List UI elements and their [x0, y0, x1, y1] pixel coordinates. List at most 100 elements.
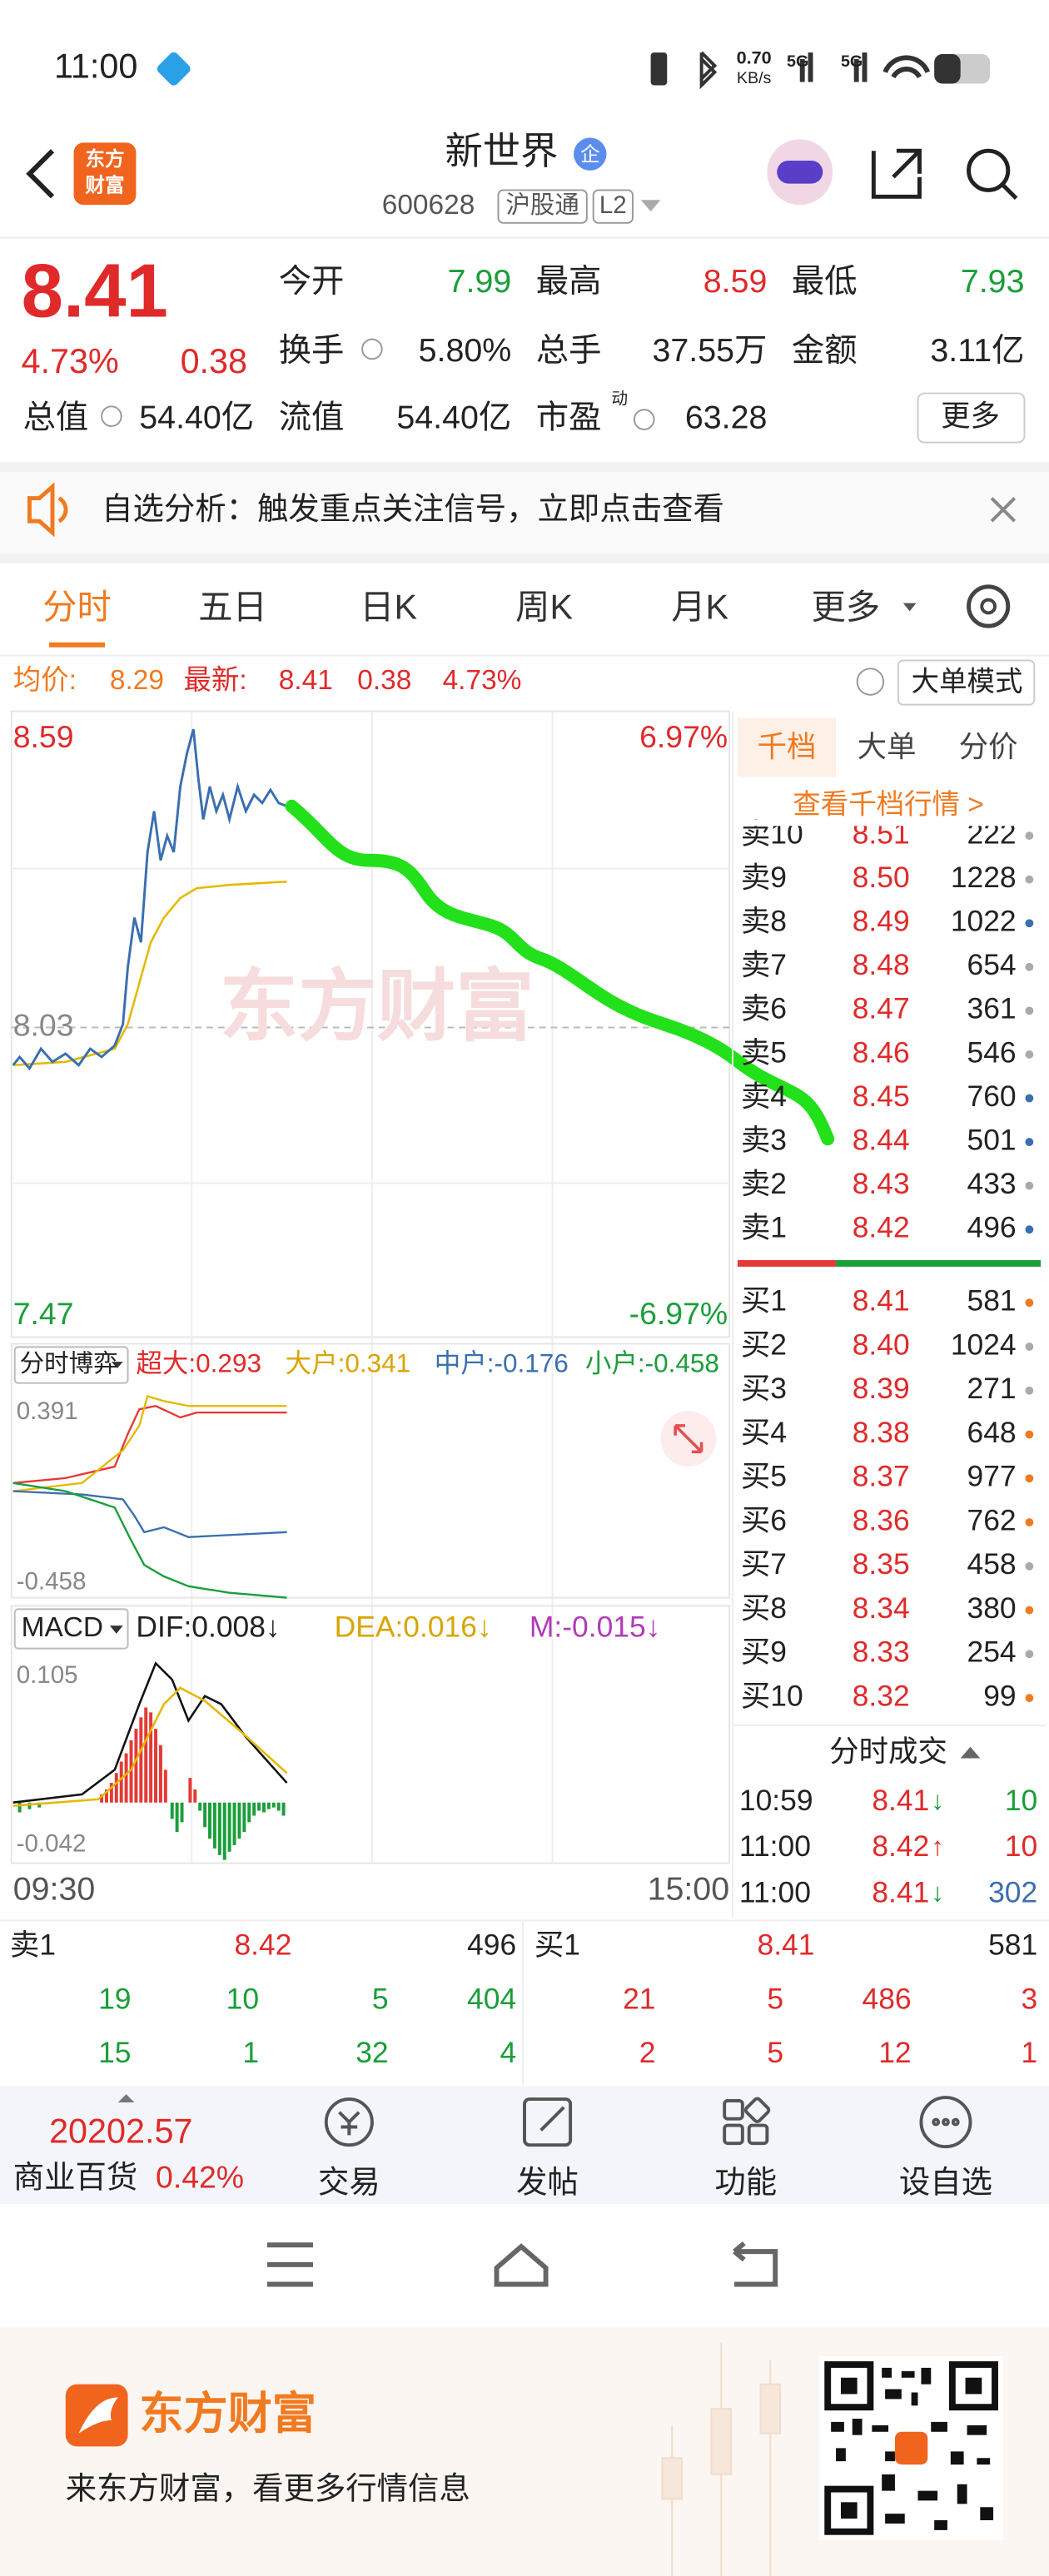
- book-dot: [1025, 1386, 1034, 1395]
- separator: [0, 553, 1049, 564]
- tab[interactable]: 周K: [515, 588, 573, 626]
- field-label: 最低: [792, 263, 858, 300]
- more-button[interactable]: [917, 392, 1026, 444]
- book-label: 买6: [741, 1503, 787, 1536]
- mode-button[interactable]: [897, 659, 1036, 706]
- axis-prev-close: 8.03: [13, 1007, 74, 1042]
- tab[interactable]: 日K: [360, 588, 417, 626]
- price-line: [12, 728, 288, 1071]
- search-button[interactable]: [967, 148, 1018, 201]
- summary-price: 8.41: [758, 1928, 815, 1961]
- summary-order: 15: [98, 2036, 131, 2069]
- selector-box[interactable]: [13, 1346, 129, 1384]
- settings-button[interactable]: [967, 584, 1011, 628]
- book-tab[interactable]: 大单: [858, 730, 917, 763]
- macd-legend: DEA:0.016↓: [335, 1610, 492, 1643]
- selector[interactable]: MACD: [22, 1612, 104, 1643]
- field-value: 3.11亿: [930, 332, 1024, 369]
- book-price: 8.50: [853, 861, 910, 894]
- sector-pct[interactable]: 0.42%: [156, 2159, 244, 2194]
- book-volume: 380: [967, 1591, 1017, 1625]
- info-icon[interactable]: [101, 405, 122, 427]
- help-icon[interactable]: [856, 668, 885, 696]
- book-price: 8.38: [853, 1416, 910, 1449]
- sort-icon[interactable]: [960, 1746, 981, 1759]
- separator: [0, 462, 1049, 473]
- selector-box[interactable]: [13, 1608, 129, 1650]
- action-icons[interactable]: [324, 2096, 972, 2149]
- flow-line: [12, 1482, 287, 1599]
- share-button[interactable]: [871, 148, 922, 199]
- summary-order: 2: [639, 2036, 656, 2069]
- summary-price: 8.42: [234, 1928, 291, 1961]
- flow-line: [12, 1394, 287, 1492]
- book-label: 买9: [741, 1635, 787, 1669]
- badge: 企: [580, 143, 600, 166]
- book-tab[interactable]: 千档: [758, 730, 817, 763]
- tab[interactable]: 五日: [198, 588, 267, 626]
- dropdown-icon[interactable]: [111, 1362, 123, 1368]
- tab[interactable]: 更多: [812, 588, 881, 626]
- info-icon[interactable]: [633, 409, 655, 430]
- banner-bg[interactable]: [0, 472, 1049, 554]
- info-icon[interactable]: [361, 338, 383, 360]
- trade-direction: ↓: [931, 1785, 944, 1815]
- action-label[interactable]: 交易: [318, 2164, 380, 2199]
- book-dot: [1025, 1094, 1034, 1103]
- index-value[interactable]: 20202.57: [49, 2112, 192, 2150]
- speaker-icon: [27, 482, 68, 538]
- book-label: 买4: [741, 1416, 787, 1449]
- book-price: 8.48: [853, 948, 910, 981]
- action-label[interactable]: 发帖: [516, 2164, 579, 2199]
- sector-name[interactable]: 商业百货: [13, 2159, 138, 2194]
- trade-price: 8.42: [872, 1829, 929, 1863]
- book-label: 买1: [741, 1284, 787, 1318]
- book-volume: 654: [967, 948, 1017, 981]
- book-price: 8.45: [853, 1080, 910, 1113]
- field-label: 流值: [279, 399, 345, 435]
- book-top-mask: [734, 819, 1047, 826]
- book-dot: [1025, 1181, 1034, 1190]
- back-button[interactable]: [26, 149, 55, 199]
- summary-order: 5: [767, 1982, 783, 2015]
- close-button[interactable]: [990, 497, 1017, 523]
- expand-button[interactable]: [660, 1411, 717, 1467]
- tab[interactable]: 分时: [42, 588, 112, 626]
- system-nav[interactable]: [266, 2241, 778, 2287]
- expand-arrow[interactable]: [117, 2094, 135, 2102]
- selector[interactable]: 分时博弈: [20, 1350, 118, 1377]
- mode-button-text[interactable]: 大单模式: [912, 667, 1023, 697]
- book-label: 买10: [741, 1679, 803, 1712]
- book-dot: [1025, 875, 1034, 884]
- summary-order: 5: [372, 1982, 389, 2015]
- book-price: 8.33: [853, 1635, 910, 1669]
- book-volume: 546: [967, 1035, 1017, 1069]
- book-dot: [1025, 962, 1034, 971]
- action-label[interactable]: 功能: [714, 2164, 777, 2199]
- book-price: 8.39: [853, 1372, 910, 1405]
- trades-title[interactable]: 分时成交: [829, 1735, 947, 1768]
- book-tab[interactable]: 分价: [959, 730, 1018, 763]
- book-label: 卖7: [741, 948, 787, 981]
- book-volume: 458: [967, 1547, 1017, 1581]
- dif-line: [12, 1661, 288, 1804]
- book-volume: 433: [967, 1167, 1017, 1200]
- banner-text[interactable]: 自选分析：触发重点关注信号，立即点击查看: [102, 491, 724, 526]
- summary-label: 卖1: [10, 1928, 56, 1961]
- tab[interactable]: 月K: [671, 588, 728, 626]
- book-volume: 361: [967, 992, 1017, 1025]
- book-volume: 501: [967, 1123, 1017, 1156]
- macd-legend: DIF:0.008↓: [136, 1610, 280, 1643]
- more-button-text[interactable]: 更多: [941, 399, 1000, 432]
- action-label[interactable]: 设自选: [899, 2164, 992, 2199]
- book-link[interactable]: 查看千档行情 >: [793, 790, 984, 821]
- trade-volume: 10: [1005, 1829, 1037, 1863]
- dropdown-icon[interactable]: [640, 200, 661, 212]
- latest-change: 0.38: [357, 665, 411, 696]
- axis-high: 8.59: [13, 719, 74, 754]
- summary-volume: 496: [467, 1928, 516, 1961]
- time-end: 15:00: [648, 1870, 730, 1907]
- book-dot: [1025, 1006, 1034, 1015]
- dropdown-icon[interactable]: [109, 1626, 123, 1634]
- summary-order: 4: [500, 2036, 516, 2069]
